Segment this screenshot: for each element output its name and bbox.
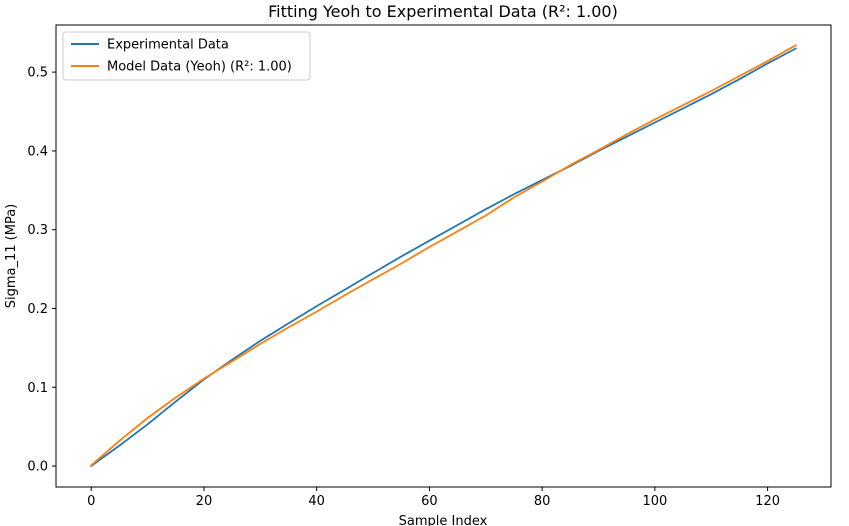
y-tick-label: 0.3 [27, 223, 48, 238]
y-axis: 0.0 0.1 0.2 0.3 0.4 0.5 [27, 66, 56, 475]
legend-label-2: Model Data (Yeoh) (R²: 1.00) [107, 60, 292, 75]
legend-box [62, 31, 311, 81]
legend: Experimental Data Model Data (Yeoh) (R²: … [62, 31, 311, 81]
legend-label-1: Experimental Data [107, 38, 229, 53]
y-tick-label: 0.0 [27, 460, 48, 475]
x-tick-label: 20 [196, 494, 213, 509]
x-tick-label: 120 [755, 494, 780, 509]
x-tick-label: 40 [308, 494, 325, 509]
x-tick-label: 0 [87, 494, 95, 509]
y-tick-label: 0.1 [27, 381, 48, 396]
y-axis-title: Sigma_11 (MPa) [4, 204, 19, 309]
x-axis-title: Sample Index [399, 514, 488, 526]
series-line-1 [90, 47, 797, 467]
x-tick-label: 80 [534, 494, 551, 509]
x-axis: 0 20 40 60 80 100 120 [87, 487, 780, 509]
chart-title: Fitting Yeoh to Experimental Data (R²: 1… [268, 2, 618, 21]
x-tick-label: 100 [642, 494, 667, 509]
y-tick-label: 0.4 [27, 144, 48, 159]
y-tick-label: 0.2 [27, 302, 48, 317]
y-tick-label: 0.5 [27, 66, 48, 81]
plot-area [55, 24, 832, 488]
series-lines [90, 44, 797, 467]
series-line-2 [90, 44, 797, 467]
x-tick-label: 60 [421, 494, 438, 509]
